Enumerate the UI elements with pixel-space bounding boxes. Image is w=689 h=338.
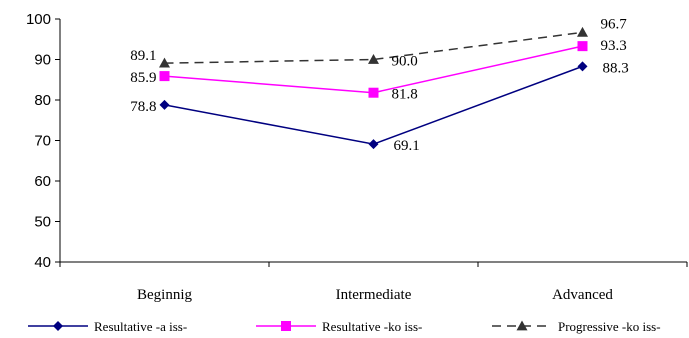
y-tick-label: 60	[34, 173, 51, 190]
series-1: 78.8 69.1 88.3	[130, 60, 629, 154]
data-label: 93.3	[601, 38, 627, 54]
y-tick-label: 50	[34, 214, 51, 231]
legend-item-2: Resultative -ko iss-	[256, 319, 422, 334]
series-2: 85.9 81.8 93.3	[130, 38, 627, 103]
data-label: 96.7	[601, 16, 628, 32]
x-category-label: Beginnig	[137, 287, 192, 303]
x-tick-labels: Beginnig Intermediate Advanced	[137, 287, 613, 303]
series-group: 78.8 69.1 88.3 85.9 81.8 93.3 89.1 90.0 96.7	[130, 16, 629, 154]
legend-marker	[281, 321, 291, 331]
data-label: 69.1	[394, 138, 420, 154]
legend-label: Resultative -a iss-	[94, 319, 187, 334]
y-tick-labels: 40 50 60 70 80 90 100	[26, 11, 51, 271]
series-3: 89.1 90.0 96.7	[130, 16, 627, 69]
data-point-marker	[577, 41, 588, 52]
data-point-marker	[577, 61, 588, 72]
data-label: 78.8	[130, 99, 156, 115]
series-line	[164, 31, 583, 64]
data-point-marker	[368, 54, 379, 64]
data-point-marker	[368, 87, 379, 98]
chart-axes	[55, 18, 688, 267]
data-point-marker	[159, 57, 170, 68]
legend-item-3: Progressive -ko iss-	[492, 319, 661, 334]
x-category-label: Advanced	[552, 287, 613, 303]
data-point-marker	[159, 99, 170, 110]
data-label: 85.9	[130, 70, 156, 86]
y-tick-label: 40	[34, 254, 51, 271]
y-tick-label: 100	[26, 11, 51, 28]
series-line	[164, 45, 583, 94]
y-tick-label: 90	[34, 52, 51, 69]
data-label: 81.8	[392, 87, 418, 103]
legend-marker	[516, 320, 528, 331]
x-category-label: Intermediate	[336, 287, 412, 303]
legend-marker	[53, 321, 63, 331]
data-point-marker	[577, 26, 588, 37]
y-tick-label: 80	[34, 92, 51, 109]
y-tick-label: 70	[34, 133, 51, 150]
data-label: 90.0	[392, 54, 418, 70]
legend-item-1: Resultative -a iss-	[28, 319, 187, 334]
legend-label: Resultative -ko iss-	[322, 319, 422, 334]
data-point-marker	[159, 71, 170, 82]
legend-label: Progressive -ko iss-	[558, 319, 661, 334]
data-label: 88.3	[603, 60, 629, 76]
series-line	[164, 65, 583, 145]
legend: Resultative -a iss- Resultative -ko iss- P…	[28, 319, 661, 334]
data-point-marker	[368, 139, 379, 150]
data-label: 89.1	[130, 48, 156, 64]
